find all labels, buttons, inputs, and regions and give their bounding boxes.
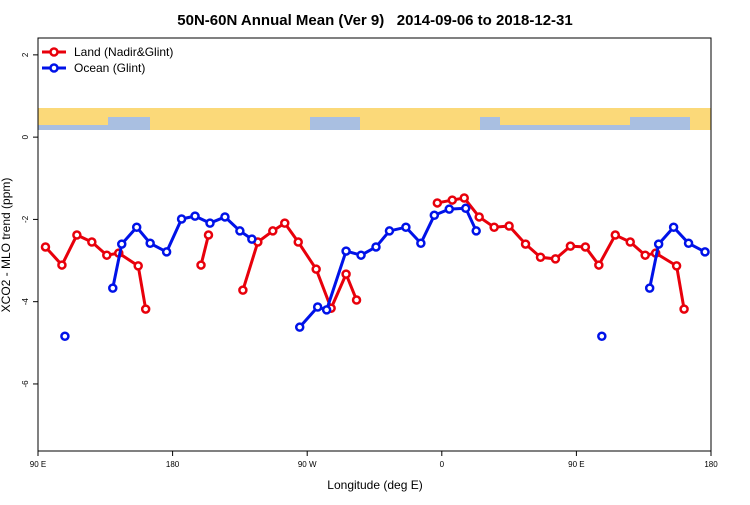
point <box>72 230 82 240</box>
y-tick-label: -2 <box>21 215 30 223</box>
point <box>268 226 278 236</box>
point <box>293 237 303 247</box>
x-tick-label: 180 <box>166 460 180 469</box>
x-tick-label: 180 <box>704 460 718 469</box>
point <box>474 212 484 222</box>
point <box>610 230 621 240</box>
point <box>57 260 67 270</box>
legend-label: Land (Nadir&Glint) <box>74 45 173 59</box>
point <box>280 218 290 228</box>
point <box>416 238 426 249</box>
point <box>384 226 395 236</box>
point <box>489 222 499 232</box>
point <box>220 212 230 222</box>
x-tick-label: 90 E <box>30 460 46 469</box>
y-tick-label: -6 <box>21 380 30 388</box>
point <box>565 241 576 251</box>
point <box>341 246 351 256</box>
x-tick-label: 90 W <box>298 460 317 469</box>
point <box>133 261 143 271</box>
point <box>671 261 682 271</box>
point <box>190 211 200 221</box>
point <box>145 238 155 249</box>
point <box>294 322 305 332</box>
point <box>594 260 604 270</box>
point <box>203 230 214 240</box>
point <box>247 234 257 244</box>
point <box>161 247 172 257</box>
point <box>644 283 655 293</box>
series-line <box>44 196 686 313</box>
point <box>238 285 248 295</box>
point <box>356 250 366 260</box>
y-tick-label: -4 <box>21 298 30 306</box>
point <box>312 302 323 312</box>
point <box>580 242 591 252</box>
point <box>205 218 215 228</box>
point <box>401 222 411 232</box>
chart-title: 50N-60N Annual Mean (Ver 9) 2014-09-06 t… <box>177 12 572 29</box>
point <box>535 252 546 263</box>
x-tick-label: 90 E <box>568 460 584 469</box>
point <box>640 250 650 260</box>
point <box>504 221 514 231</box>
point <box>550 254 561 264</box>
point <box>176 214 187 224</box>
legend-marker <box>49 63 59 73</box>
point <box>311 264 321 274</box>
plot-frame <box>37 37 712 452</box>
point <box>140 304 151 314</box>
point <box>429 210 440 221</box>
point <box>341 269 351 279</box>
point <box>321 305 332 315</box>
point <box>235 226 245 236</box>
point <box>459 193 469 203</box>
legend-label: Ocean (Glint) <box>74 61 145 75</box>
y-axis-label: XCO2 - MLO trend (ppm) <box>0 178 13 313</box>
point <box>447 195 458 205</box>
point <box>668 222 679 232</box>
point <box>432 198 443 208</box>
point <box>625 237 635 247</box>
point <box>196 260 206 270</box>
point <box>131 222 142 232</box>
point <box>520 239 531 249</box>
point <box>371 242 381 252</box>
y-tick-label: 2 <box>21 52 30 57</box>
point <box>653 239 664 249</box>
point <box>444 204 455 214</box>
point <box>700 247 710 257</box>
point <box>87 237 97 247</box>
point <box>597 331 607 341</box>
legend-marker <box>49 47 59 57</box>
point <box>60 331 70 341</box>
point <box>683 238 694 249</box>
point <box>471 226 481 236</box>
point <box>40 242 51 252</box>
y-tick-label: 0 <box>21 134 30 139</box>
point <box>460 203 471 214</box>
point <box>351 295 362 305</box>
point <box>679 304 689 314</box>
point <box>102 250 112 260</box>
x-tick-label: 0 <box>440 460 445 469</box>
point <box>108 283 118 293</box>
point <box>117 239 127 249</box>
x-axis-label: Longitude (deg E) <box>327 478 422 492</box>
map-strip <box>38 108 711 130</box>
